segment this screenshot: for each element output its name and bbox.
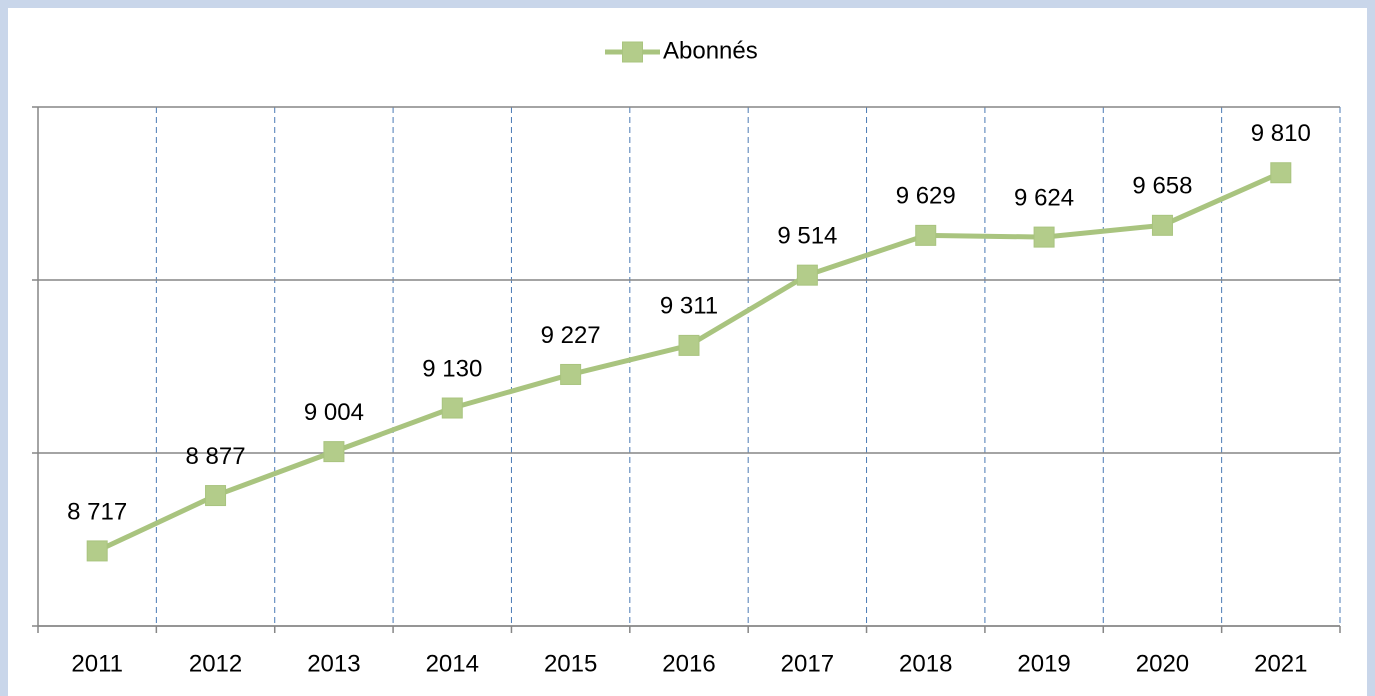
data-label: 9 130 (422, 355, 482, 382)
data-label: 9 227 (541, 322, 601, 349)
series-marker (796, 264, 818, 286)
data-label: 8 877 (186, 443, 246, 470)
legend-label: Abonnés (663, 37, 758, 64)
data-label: 9 658 (1132, 173, 1192, 200)
data-label: 9 004 (304, 399, 364, 426)
data-label: 8 717 (67, 498, 127, 525)
series-marker (560, 363, 582, 385)
x-tick-label: 2015 (544, 650, 597, 677)
legend-marker (622, 41, 643, 63)
x-tick-label: 2020 (1136, 650, 1189, 677)
x-tick-label: 2016 (662, 650, 715, 677)
x-tick-label: 2017 (781, 650, 834, 677)
series-marker (678, 334, 700, 356)
data-label: 9 810 (1251, 120, 1311, 147)
series-marker (205, 485, 227, 507)
x-tick-label: 2019 (1017, 650, 1070, 677)
series-marker (86, 540, 108, 562)
series-marker (1033, 226, 1055, 248)
x-tick-label: 2021 (1254, 650, 1307, 677)
data-label: 9 311 (660, 293, 718, 320)
series-marker (915, 224, 937, 246)
data-label: 9 514 (777, 222, 837, 249)
data-label: 9 624 (1014, 184, 1074, 211)
x-tick-label: 2013 (307, 650, 360, 677)
data-label: 9 629 (896, 183, 956, 210)
x-tick-label: 2014 (426, 650, 479, 677)
x-tick-label: 2018 (899, 650, 952, 677)
series-marker (441, 397, 463, 419)
series-marker (323, 441, 345, 463)
x-tick-label: 2011 (71, 650, 123, 677)
series-marker (1151, 214, 1173, 236)
series-marker (1270, 162, 1292, 184)
x-tick-label: 2012 (189, 650, 242, 677)
